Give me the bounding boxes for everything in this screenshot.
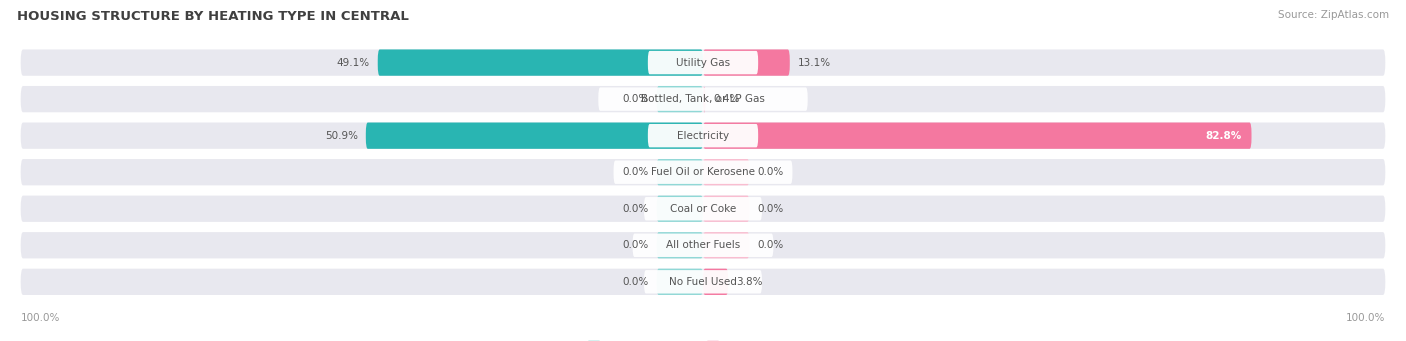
Text: Electricity: Electricity [676,131,730,141]
FancyBboxPatch shape [21,196,1385,222]
Text: All other Fuels: All other Fuels [666,240,740,250]
Text: No Fuel Used: No Fuel Used [669,277,737,287]
FancyBboxPatch shape [21,159,1385,186]
Text: 0.0%: 0.0% [623,240,648,250]
FancyBboxPatch shape [648,124,758,147]
FancyBboxPatch shape [657,232,703,258]
Text: Bottled, Tank, or LP Gas: Bottled, Tank, or LP Gas [641,94,765,104]
FancyBboxPatch shape [613,161,793,184]
FancyBboxPatch shape [657,86,703,112]
FancyBboxPatch shape [378,49,703,76]
FancyBboxPatch shape [703,159,749,186]
Text: 100.0%: 100.0% [21,313,60,323]
Text: 0.0%: 0.0% [623,277,648,287]
FancyBboxPatch shape [21,232,1385,258]
FancyBboxPatch shape [644,197,762,220]
Text: 13.1%: 13.1% [797,58,831,68]
FancyBboxPatch shape [703,232,749,258]
Text: 100.0%: 100.0% [1346,313,1385,323]
Text: 0.0%: 0.0% [758,204,783,214]
Text: 0.4%: 0.4% [714,94,740,104]
Text: 50.9%: 50.9% [325,131,359,141]
FancyBboxPatch shape [21,122,1385,149]
FancyBboxPatch shape [648,51,758,74]
Text: 0.0%: 0.0% [758,240,783,250]
FancyBboxPatch shape [703,86,706,112]
FancyBboxPatch shape [21,86,1385,112]
Text: 0.0%: 0.0% [623,204,648,214]
Text: HOUSING STRUCTURE BY HEATING TYPE IN CENTRAL: HOUSING STRUCTURE BY HEATING TYPE IN CEN… [17,10,409,23]
FancyBboxPatch shape [657,159,703,186]
FancyBboxPatch shape [599,87,807,111]
Text: Source: ZipAtlas.com: Source: ZipAtlas.com [1278,10,1389,20]
Text: 0.0%: 0.0% [623,167,648,177]
FancyBboxPatch shape [21,269,1385,295]
Text: 49.1%: 49.1% [336,58,370,68]
Text: Utility Gas: Utility Gas [676,58,730,68]
FancyBboxPatch shape [703,196,749,222]
FancyBboxPatch shape [21,49,1385,76]
Text: 0.0%: 0.0% [623,94,648,104]
Text: Coal or Coke: Coal or Coke [669,204,737,214]
Text: 82.8%: 82.8% [1205,131,1241,141]
FancyBboxPatch shape [644,270,762,294]
FancyBboxPatch shape [633,234,773,257]
FancyBboxPatch shape [703,269,728,295]
Text: Fuel Oil or Kerosene: Fuel Oil or Kerosene [651,167,755,177]
FancyBboxPatch shape [657,196,703,222]
FancyBboxPatch shape [366,122,703,149]
Text: 3.8%: 3.8% [737,277,762,287]
Text: 0.0%: 0.0% [758,167,783,177]
FancyBboxPatch shape [703,49,790,76]
FancyBboxPatch shape [657,269,703,295]
FancyBboxPatch shape [703,122,1251,149]
